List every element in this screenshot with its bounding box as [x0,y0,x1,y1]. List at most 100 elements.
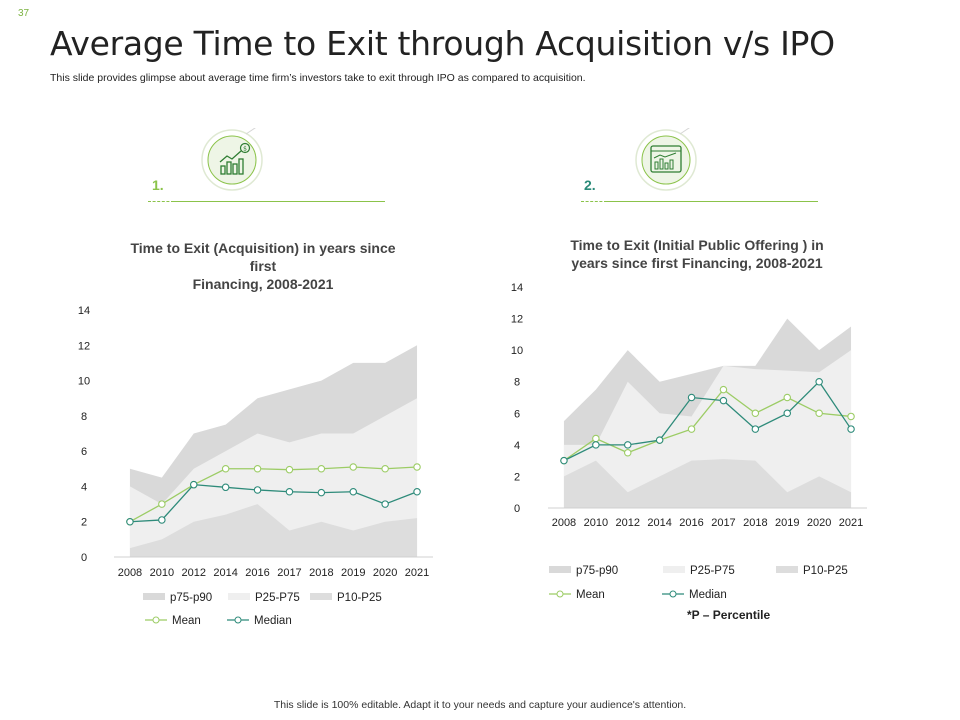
x-tick-label: 2021 [405,567,429,579]
point-median [381,500,389,508]
legend-swatch [143,593,165,600]
line-median [563,380,852,462]
point-mean [783,393,791,402]
point-mean [317,465,326,473]
legend-label: p75-p90 [170,592,212,604]
x-tick-label: 2019 [341,567,365,579]
y-tick-label: 0 [514,503,520,515]
y-tick-label: 8 [514,377,520,389]
x-tick-label: 2014 [213,567,237,579]
point-median [783,409,791,418]
x-tick-label: 2018 [309,567,333,579]
point-mean [719,385,728,394]
legend-label: p75-p90 [576,565,618,577]
point-median [253,486,262,494]
y-tick-label: 10 [511,345,523,357]
x-tick-label: 2020 [807,517,831,529]
legend-label: Median [254,615,292,627]
percentile-note: *P – Percentile [687,608,771,622]
point-mean [285,465,294,474]
area-p10-p25 [563,459,852,508]
y-tick-label: 12 [511,314,523,326]
x-tick-label: 2010 [584,517,608,529]
x-tick-label: 2017 [277,567,301,579]
y-tick-label: 6 [81,446,87,458]
point-median [847,425,855,433]
point-mean [413,463,421,471]
legend-swatch [228,593,250,600]
legend-marker [152,616,160,624]
x-tick-label: 2012 [616,517,640,529]
chart-title-line: years since first Financing, 2008-2021 [571,255,823,271]
legend-label: Mean [576,589,605,601]
point-median [687,393,696,402]
legend-label: P10-P25 [803,565,848,577]
x-tick-label: 2019 [775,517,799,529]
point-median [317,488,326,497]
x-tick-label: 2018 [743,517,767,529]
legend-swatch [549,566,571,573]
legend-label: P10-P25 [337,592,382,604]
x-tick-label: 2010 [150,567,174,579]
footer-note: This slide is 100% editable. Adapt it to… [273,699,687,711]
y-tick-label: 10 [78,376,90,388]
legend-marker [234,616,242,624]
step-1-label: 1. [152,177,164,193]
x-tick-label: 2021 [839,517,863,529]
point-median [285,487,294,496]
x-tick-label: 2016 [245,567,269,579]
step-1-dash [148,201,174,202]
growth-chart-dollar-icon: $ [201,128,263,191]
dashboard-chart-icon [635,128,697,191]
point-mean [158,500,166,508]
point-mean [592,434,600,443]
x-tick-label: 2008 [118,567,142,579]
chart-title-line: Time to Exit (Acquisition) in years sinc… [130,240,395,256]
point-median [413,487,421,496]
y-tick-label: 4 [81,481,87,493]
point-median [190,480,198,489]
y-tick-label: 8 [81,411,87,423]
point-median [349,487,357,496]
line-mean [563,388,852,462]
step-2-dash [581,201,607,202]
point-median [126,517,134,526]
chart-title-line: Time to Exit (Initial Public Offering ) … [570,237,823,253]
legend-swatch [663,566,685,573]
slide-number: 37 [18,8,30,19]
y-tick-label: 4 [514,440,520,452]
point-mean [687,425,696,433]
y-tick-label: 2 [514,471,520,483]
x-tick-label: 2012 [182,567,206,579]
point-mean [221,465,230,473]
svg-text:$: $ [243,146,247,153]
legend-marker [669,590,677,598]
ipo-exit-chart: Time to Exit (Initial Public Offering ) … [511,237,867,601]
legend-marker [556,590,564,598]
y-tick-label: 14 [78,305,90,317]
legend-label: Mean [172,615,201,627]
point-mean [349,463,357,471]
x-tick-label: 2016 [679,517,703,529]
legend-label: P25-P75 [255,592,300,604]
point-median [719,396,728,405]
point-mean [751,409,760,418]
x-tick-label: 2008 [552,517,576,529]
y-tick-label: 0 [81,552,87,564]
step-2-divider [607,201,818,202]
area-p25-p75 [129,398,418,557]
page-title: Average Time to Exit through Acquisition… [50,24,835,63]
x-tick-label: 2020 [373,567,397,579]
area-p10-p25 [129,504,418,557]
acquisition-exit-chart: Time to Exit (Acquisition) in years sinc… [78,240,433,627]
legend-swatch [776,566,798,573]
line-mean [129,466,418,523]
point-median [592,441,600,449]
point-median [815,377,823,386]
page-subtitle: This slide provides glimpse about averag… [50,72,586,84]
point-median [624,441,632,449]
legend-swatch [310,593,332,600]
area-p25-p75 [563,350,852,508]
legend-label: Median [689,589,727,601]
point-median [751,425,760,433]
